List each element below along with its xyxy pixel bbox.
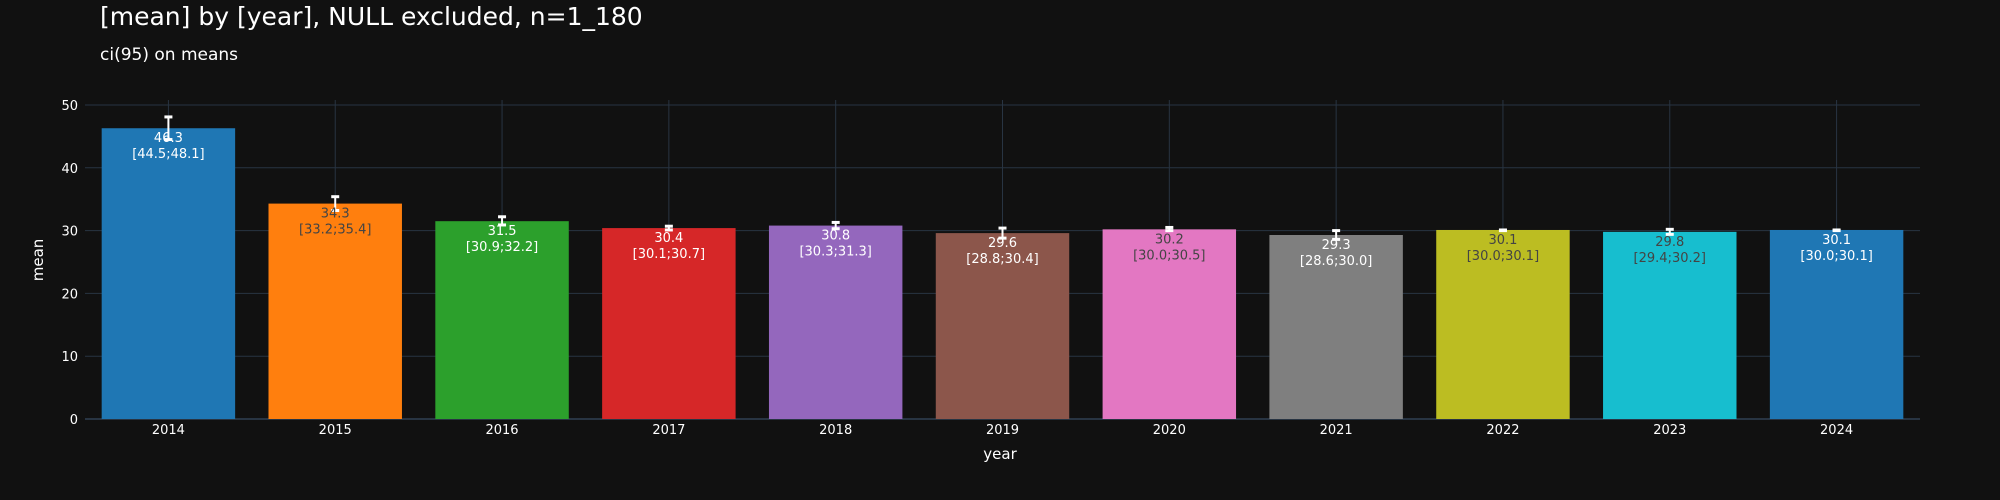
bar xyxy=(1102,229,1237,419)
bar-ci-label: [30.0;30.5] xyxy=(1133,248,1205,263)
bar-value-label: 30.1 xyxy=(1822,233,1851,248)
bar-value-label: 29.8 xyxy=(1655,235,1684,250)
bar xyxy=(602,228,736,419)
y-tick-label: 30 xyxy=(61,225,78,240)
x-tick-label: 2019 xyxy=(986,423,1019,438)
bar-ci-label: [30.3;31.3] xyxy=(799,245,871,260)
bar-ci-label: [28.8;30.4] xyxy=(966,252,1038,267)
bar xyxy=(268,203,402,419)
data-label-layer: 46.3[44.5;48.1] 34.3[33.2;35.4] 31.5[30.9;… xyxy=(132,131,1873,269)
bar xyxy=(768,225,903,419)
bar xyxy=(435,221,569,419)
x-tick-label: 2015 xyxy=(319,423,352,438)
bar-value-label: 46.3 xyxy=(154,131,183,146)
bar xyxy=(101,128,236,419)
x-tick-label: 2020 xyxy=(1153,423,1186,438)
x-tick-label: 2016 xyxy=(485,423,518,438)
bar xyxy=(1269,234,1403,419)
bar-value-label: 29.3 xyxy=(1322,238,1351,253)
bar-ci-label: [29.4;30.2] xyxy=(1634,251,1706,266)
bar-value-label: 31.5 xyxy=(488,224,517,239)
x-tick-label: 2024 xyxy=(1820,423,1853,438)
bar-value-label: 30.1 xyxy=(1488,233,1517,248)
bar-ci-label: [30.1;30.7] xyxy=(633,247,705,262)
y-tick-label: 50 xyxy=(61,99,78,114)
x-tick-label: 2014 xyxy=(152,423,185,438)
chart-title: [mean] by [year], NULL excluded, n=1_180 xyxy=(100,2,643,31)
x-tick-label: 2017 xyxy=(652,423,685,438)
bar-ci-label: [44.5;48.1] xyxy=(132,147,204,162)
x-tick-label: 2023 xyxy=(1653,423,1686,438)
y-tick-label: 0 xyxy=(70,413,78,428)
bar-ci-label: [28.6;30.0] xyxy=(1300,254,1372,269)
bar xyxy=(1436,229,1570,419)
bar xyxy=(1603,231,1737,419)
x-tick-label: 2022 xyxy=(1486,423,1519,438)
y-axis-title: mean xyxy=(29,239,47,282)
bar-value-label: 30.4 xyxy=(654,231,683,246)
x-tick-label: 2021 xyxy=(1320,423,1353,438)
tick-layer: 0 10 20 30 40 50 2014 2015 2016 2017 2018 2019 2020 2… xyxy=(61,99,1853,438)
bar-layer xyxy=(101,128,1904,419)
chart-subtitle: ci(95) on means xyxy=(100,45,238,65)
errorbar-layer xyxy=(164,115,1841,241)
bar-ci-label: [30.9;32.2] xyxy=(466,240,538,255)
x-axis-title: year xyxy=(983,445,1017,463)
bar-value-label: 34.3 xyxy=(321,207,350,222)
bar-value-label: 29.6 xyxy=(988,236,1017,251)
bar-value-label: 30.8 xyxy=(821,229,850,244)
y-tick-label: 40 xyxy=(61,162,78,177)
bar-ci-label: [33.2;35.4] xyxy=(299,223,371,238)
bar-ci-label: [30.0;30.1] xyxy=(1800,249,1872,264)
x-tick-label: 2018 xyxy=(819,423,852,438)
bar-value-label: 30.2 xyxy=(1155,232,1184,247)
bar-ci-label: [30.0;30.1] xyxy=(1467,249,1539,264)
bar xyxy=(935,233,1070,419)
bar xyxy=(1769,229,1904,419)
y-tick-label: 10 xyxy=(61,350,78,365)
y-tick-label: 20 xyxy=(61,287,78,302)
